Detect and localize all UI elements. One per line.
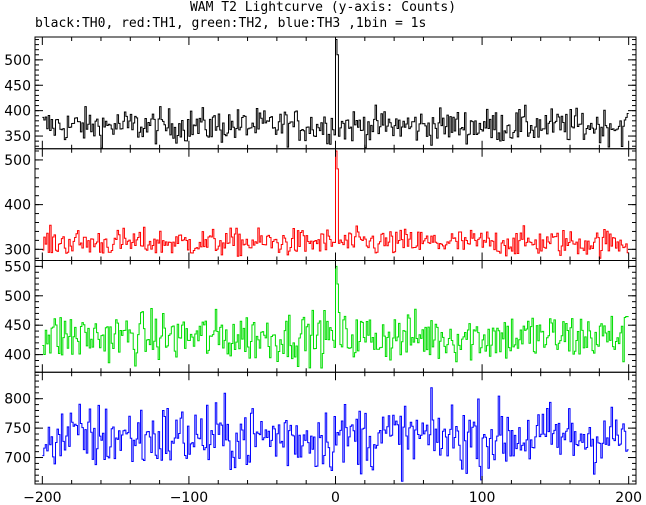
y-tick-label-2: 400 bbox=[4, 348, 31, 364]
y-tick-label-2: 450 bbox=[4, 318, 31, 334]
x-tick-label: 0 bbox=[331, 490, 340, 505]
y-tick-label-1: 300 bbox=[4, 242, 31, 258]
y-tick-label-2: 550 bbox=[4, 259, 31, 275]
y-tick-label-3: 800 bbox=[4, 392, 31, 408]
series-line-3 bbox=[42, 387, 629, 482]
y-tick-label-0: 400 bbox=[4, 104, 31, 120]
y-tick-label-3: 700 bbox=[4, 451, 31, 467]
y-tick-label-0: 500 bbox=[4, 53, 31, 69]
y-tick-label-0: 350 bbox=[4, 129, 31, 145]
y-tick-label-2: 500 bbox=[4, 289, 31, 305]
chart-subtitle: black:TH0, red:TH1, green:TH2, blue:TH3 … bbox=[35, 16, 427, 31]
chart-title: WAM T2 Lightcurve (y-axis: Counts) bbox=[189, 0, 457, 15]
y-tick-label-3: 750 bbox=[4, 421, 31, 437]
y-tick-label-1: 500 bbox=[4, 153, 31, 169]
x-tick-label: −200 bbox=[23, 490, 61, 505]
y-tick-label-0: 450 bbox=[4, 78, 31, 94]
y-tick-label-1: 400 bbox=[4, 198, 31, 214]
series-line-2 bbox=[42, 265, 629, 369]
series-line-1 bbox=[42, 150, 629, 259]
series-line-0 bbox=[42, 39, 629, 149]
x-tick-label: 200 bbox=[615, 490, 642, 505]
x-tick-label: 100 bbox=[469, 490, 496, 505]
x-tick-label: −100 bbox=[170, 490, 208, 505]
